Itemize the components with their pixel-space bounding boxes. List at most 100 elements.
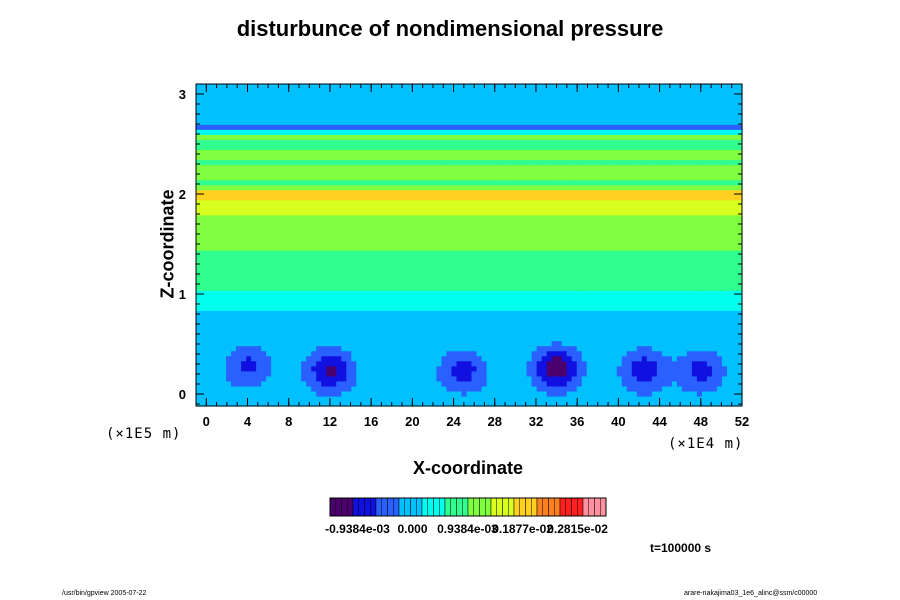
heatmap-cell <box>511 355 518 362</box>
heatmap-cell <box>196 265 202 271</box>
heatmap-cell <box>461 360 468 367</box>
heatmap-cell <box>661 340 668 347</box>
heatmap-cell <box>496 350 503 357</box>
heatmap-cell <box>696 184 703 191</box>
heatmap-cell <box>286 340 292 347</box>
heatmap-cell <box>606 330 613 337</box>
heatmap-cell <box>666 250 673 256</box>
heatmap-cell <box>461 345 468 352</box>
heatmap-cell <box>446 390 453 397</box>
heatmap-cell <box>396 390 402 397</box>
heatmap-cell <box>336 345 342 352</box>
heatmap-cell <box>516 179 523 186</box>
heatmap-cell <box>736 300 743 306</box>
heatmap-cell <box>371 255 377 261</box>
heatmap-cell <box>616 390 623 397</box>
heatmap-cell <box>581 315 588 322</box>
heatmap-cell <box>341 280 347 286</box>
heatmap-cell <box>211 250 217 256</box>
heatmap-cell <box>386 285 392 291</box>
heatmap-cell <box>666 260 673 266</box>
heatmap-cell <box>686 315 693 322</box>
heatmap-cell <box>501 300 508 306</box>
heatmap-cell <box>206 370 212 377</box>
heatmap-cell <box>626 345 633 352</box>
heatmap-cell <box>401 280 407 286</box>
heatmap-cell <box>321 370 327 377</box>
heatmap-cell <box>621 214 628 221</box>
heatmap-cell <box>671 305 678 312</box>
heatmap-cell <box>611 325 618 332</box>
heatmap-cell <box>621 385 628 392</box>
heatmap-cell <box>606 280 613 286</box>
heatmap-cell <box>446 345 453 352</box>
heatmap-cell <box>466 370 473 377</box>
heatmap-cell <box>371 310 377 317</box>
heatmap-cell <box>536 400 543 407</box>
heatmap-cell <box>556 305 563 312</box>
heatmap-cell <box>301 209 307 216</box>
heatmap-cell <box>526 239 533 246</box>
heatmap-cell <box>486 365 493 372</box>
heatmap-cell <box>351 305 357 312</box>
heatmap-cell <box>241 350 247 357</box>
heatmap-cell <box>616 245 623 251</box>
heatmap-cell <box>281 365 287 372</box>
heatmap-cell <box>671 265 678 271</box>
heatmap-cell <box>366 305 372 312</box>
heatmap-cell <box>436 385 443 392</box>
heatmap-cell <box>686 224 693 231</box>
heatmap-cell <box>231 239 237 246</box>
heatmap-cell <box>361 395 367 402</box>
heatmap-cell <box>346 345 352 352</box>
heatmap-cell <box>426 234 433 241</box>
heatmap-cell <box>576 219 583 226</box>
heatmap-cell <box>596 315 603 322</box>
heatmap-cell <box>481 345 488 352</box>
heatmap-cell <box>406 390 412 397</box>
heatmap-cell <box>461 184 468 191</box>
heatmap-cell <box>226 189 232 196</box>
heatmap-cell <box>516 395 523 402</box>
heatmap-cell <box>196 345 202 352</box>
heatmap-cell <box>301 325 307 332</box>
heatmap-cell <box>676 305 683 312</box>
heatmap-cell <box>621 305 628 312</box>
heatmap-cell <box>371 355 377 362</box>
heatmap-cell <box>471 370 478 377</box>
heatmap-cell <box>511 295 518 301</box>
heatmap-cell <box>501 335 508 342</box>
heatmap-cell <box>626 199 633 206</box>
heatmap-cell <box>246 224 252 231</box>
heatmap-cell <box>591 400 598 407</box>
heatmap-cell <box>386 305 392 312</box>
heatmap-cell <box>471 214 478 221</box>
heatmap-cell <box>266 385 272 392</box>
heatmap-cell <box>586 290 593 296</box>
heatmap-cell <box>516 310 523 317</box>
heatmap-cell <box>726 224 733 231</box>
heatmap-cell <box>666 234 673 241</box>
heatmap-cell <box>641 280 648 286</box>
heatmap-cell <box>276 390 282 397</box>
heatmap-cell <box>341 300 347 306</box>
heatmap-cell <box>261 285 267 291</box>
heatmap-cell <box>646 280 653 286</box>
heatmap-cell <box>666 360 673 367</box>
heatmap-cell <box>326 370 332 377</box>
heatmap-cell <box>511 234 518 241</box>
heatmap-cell <box>236 305 242 312</box>
heatmap-cell <box>456 275 463 281</box>
heatmap-cell <box>686 290 693 296</box>
heatmap-cell <box>196 239 202 246</box>
heatmap-cell <box>436 305 443 312</box>
heatmap-cell <box>406 330 412 337</box>
heatmap-cell <box>446 209 453 216</box>
heatmap-cell <box>346 360 352 367</box>
heatmap-cell <box>616 219 623 226</box>
heatmap-cell <box>206 234 212 241</box>
heatmap-cell <box>631 365 638 372</box>
heatmap-cell <box>406 315 412 322</box>
heatmap-cell <box>546 239 553 246</box>
heatmap-cell <box>431 234 438 241</box>
